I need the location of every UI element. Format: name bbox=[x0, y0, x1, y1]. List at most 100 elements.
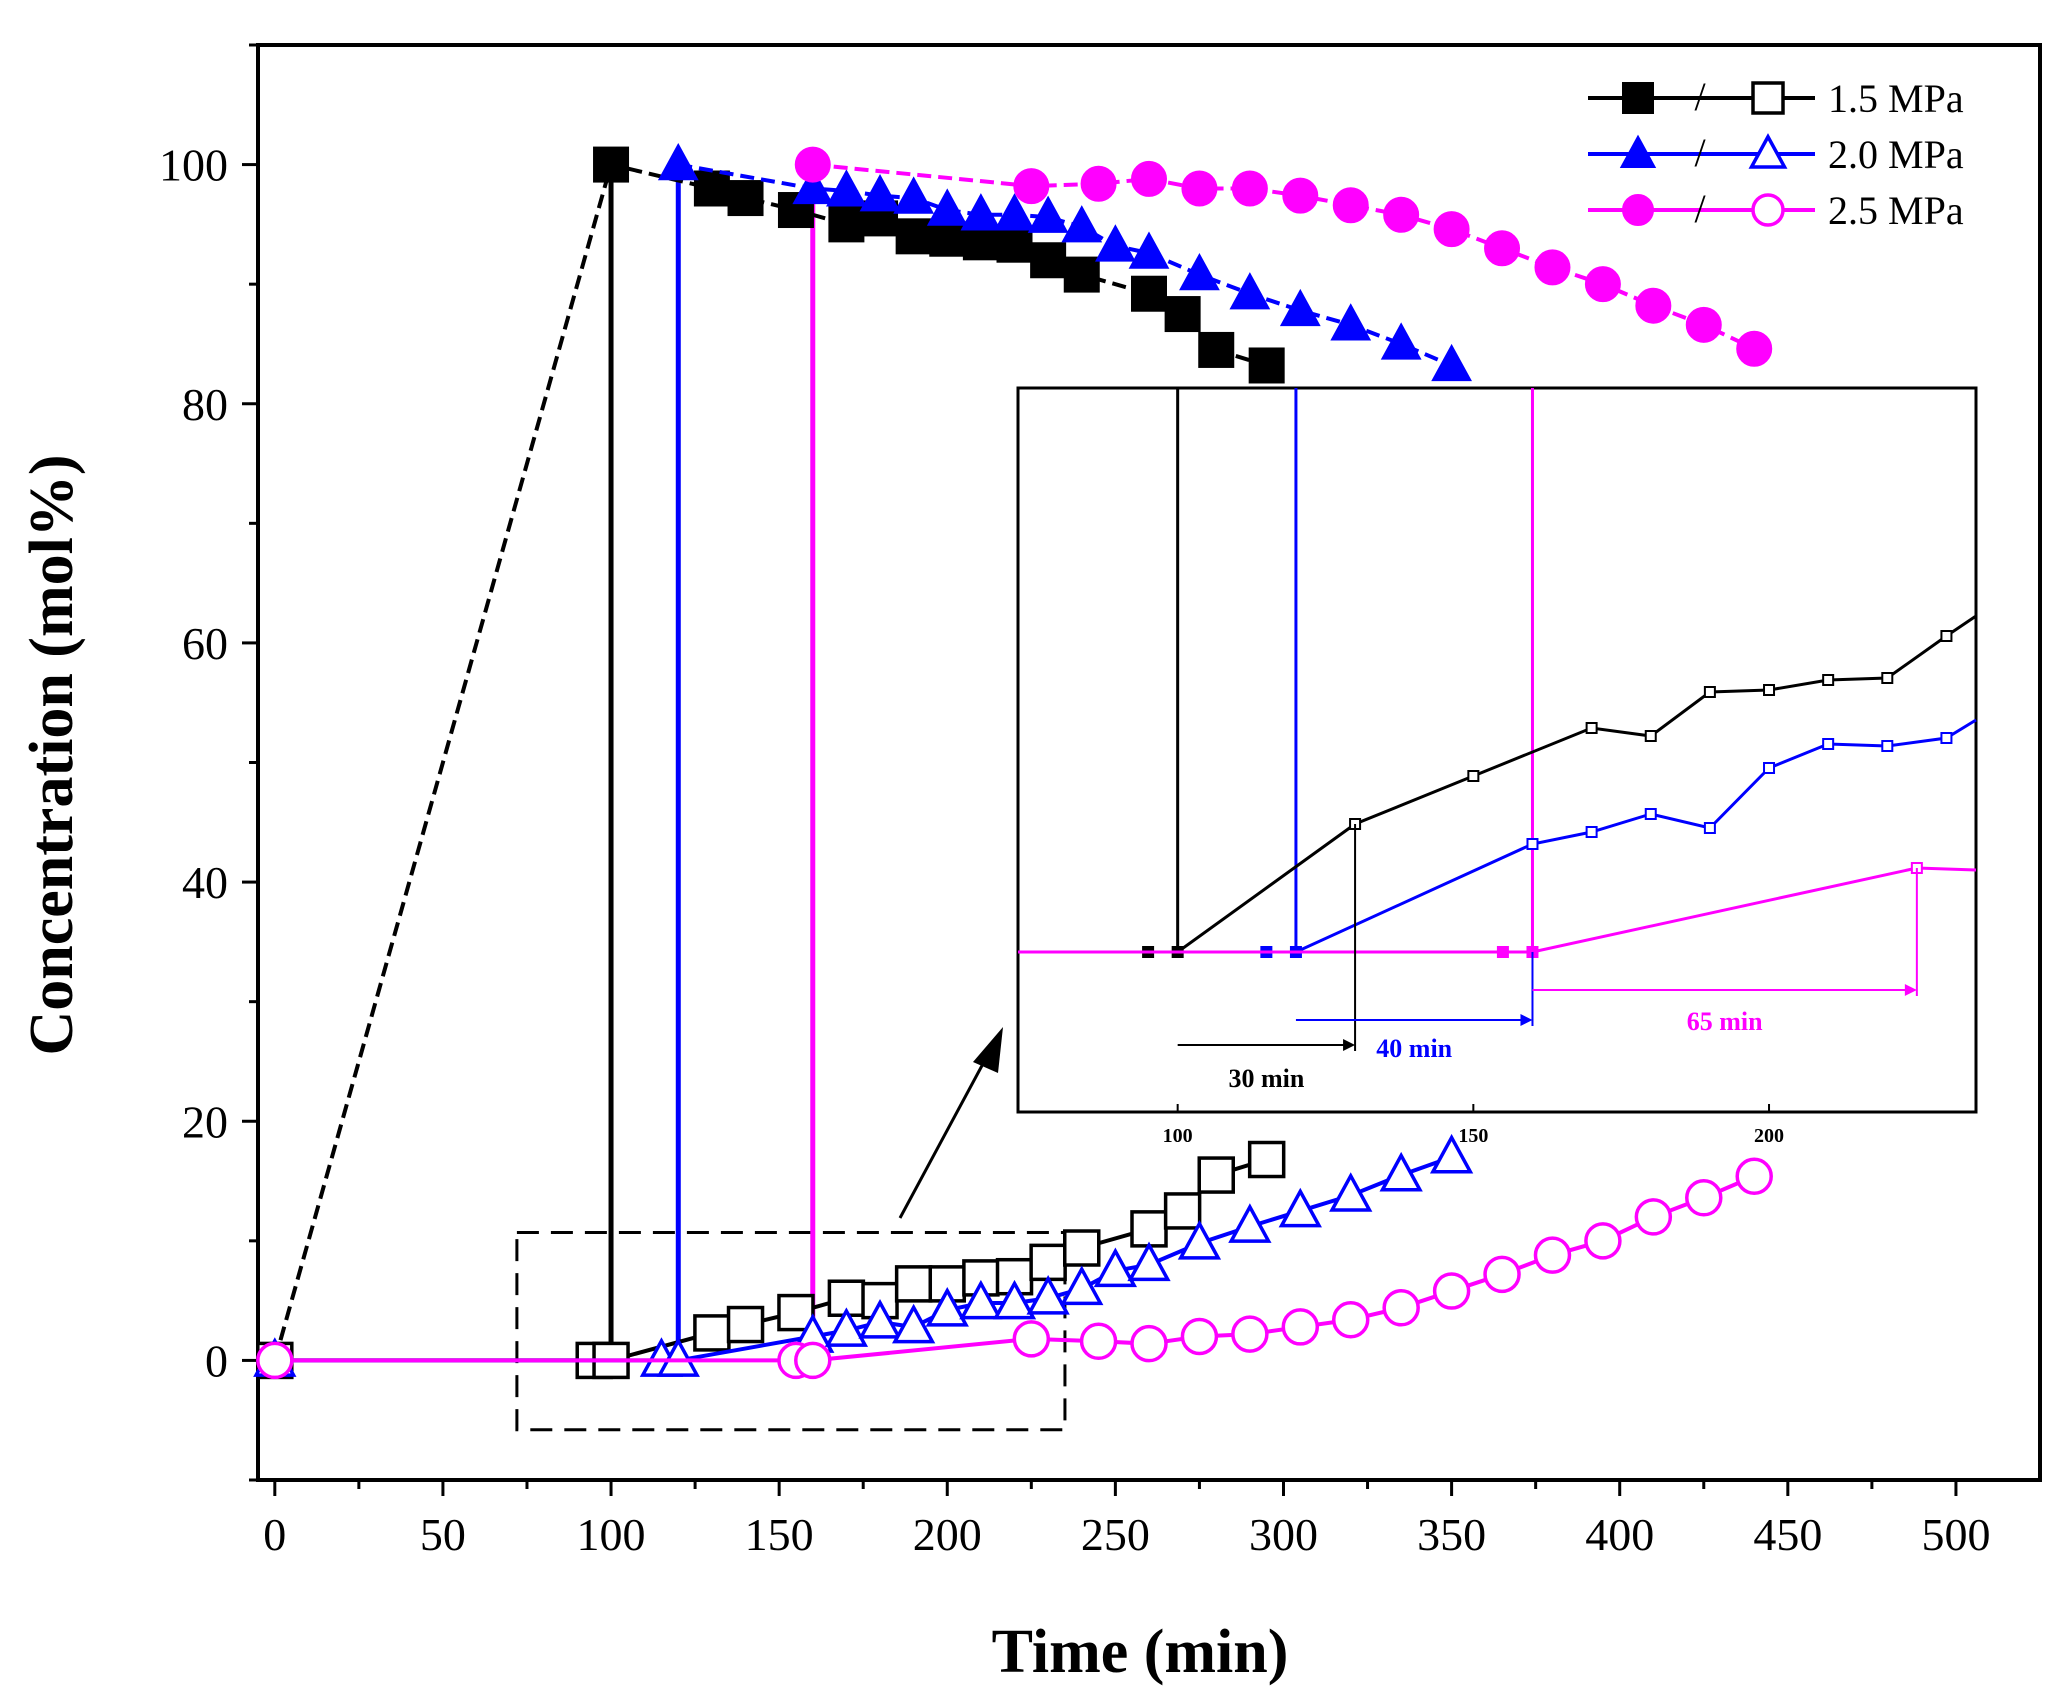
zoom-arrow-head bbox=[973, 1027, 1003, 1073]
inset-marker bbox=[1467, 770, 1480, 782]
annotation-label: 40 min bbox=[1376, 1034, 1452, 1063]
square-marker bbox=[1248, 347, 1285, 384]
legend-label: 2.5 MPa bbox=[1828, 188, 1964, 233]
y-tick-label: 0 bbox=[205, 1335, 228, 1386]
annotation-label: 30 min bbox=[1228, 1064, 1304, 1093]
triangle-marker bbox=[1177, 1220, 1222, 1260]
triangle-marker bbox=[1060, 1265, 1104, 1306]
x-tick-label: 300 bbox=[1249, 1509, 1318, 1560]
triangle-marker bbox=[1127, 1241, 1171, 1282]
x-tick-label: 400 bbox=[1585, 1509, 1654, 1560]
triangle-marker bbox=[656, 1337, 700, 1377]
triangle-marker bbox=[994, 193, 1035, 231]
circle-marker bbox=[1433, 211, 1470, 248]
square-marker bbox=[929, 220, 966, 257]
circle-marker bbox=[1331, 1301, 1370, 1339]
inset-marker bbox=[1703, 686, 1716, 698]
square-marker bbox=[1029, 1243, 1067, 1282]
square-marker bbox=[693, 1314, 731, 1352]
annotation-arrow bbox=[1343, 1039, 1356, 1051]
circle-marker bbox=[794, 146, 831, 183]
triangle-marker bbox=[891, 1303, 936, 1344]
axis-ticks: 0 50 100 150 200 250 300 350 400 450 500 0 20 40 60 80 1… bbox=[159, 43, 1990, 1560]
annotation-arrow bbox=[1904, 984, 1917, 996]
triangle-marker bbox=[893, 176, 935, 214]
circle-marker bbox=[1180, 1317, 1219, 1356]
triangle-marker bbox=[1061, 205, 1103, 243]
triangle-marker bbox=[859, 174, 901, 212]
inset-annotation: 65 min bbox=[1532, 868, 1918, 1036]
x-tick-label: 150 bbox=[745, 1509, 814, 1560]
triangle-marker bbox=[1748, 133, 1788, 169]
circle-marker bbox=[1383, 196, 1420, 233]
legend-separator: / bbox=[1694, 74, 1706, 119]
inset-x-tick-label: 100 bbox=[1163, 1125, 1193, 1147]
zoom-arrow bbox=[898, 1059, 987, 1219]
circle-marker bbox=[1079, 1322, 1118, 1361]
square-marker bbox=[693, 170, 730, 207]
circle-marker bbox=[1231, 1315, 1269, 1353]
circle-marker bbox=[1685, 1179, 1723, 1217]
circle-marker bbox=[1013, 168, 1050, 205]
square-marker bbox=[1164, 296, 1201, 333]
inset-annotation: 30 min bbox=[1177, 824, 1357, 1093]
square-marker bbox=[726, 1305, 765, 1344]
square-marker bbox=[1030, 242, 1067, 279]
circle-marker bbox=[1282, 177, 1319, 214]
circle-marker bbox=[1281, 1308, 1320, 1346]
y-tick-label: 100 bbox=[159, 140, 228, 191]
x-tick-label: 350 bbox=[1417, 1509, 1486, 1560]
circle-marker bbox=[1484, 230, 1521, 267]
triangle-marker bbox=[926, 188, 968, 226]
annotation-arrow bbox=[1520, 1014, 1533, 1026]
triangle-marker bbox=[1278, 1187, 1322, 1228]
zoom-box bbox=[515, 1027, 1067, 1432]
legend-item: / 1.5 MPa bbox=[1588, 74, 1964, 121]
inset-marker bbox=[1763, 762, 1776, 774]
triangle-marker bbox=[1619, 134, 1657, 168]
circle-marker bbox=[1181, 170, 1218, 207]
legend-item: / 2.0 MPa bbox=[1588, 130, 1964, 177]
legend-separator: / bbox=[1694, 186, 1706, 231]
series-filled bbox=[657, 142, 1472, 382]
square-marker bbox=[1622, 82, 1654, 114]
square-marker bbox=[895, 218, 932, 255]
square-marker bbox=[1063, 1229, 1101, 1267]
inset-marker bbox=[1496, 946, 1509, 958]
circle-marker bbox=[1735, 1157, 1773, 1196]
inset-marker bbox=[1822, 738, 1835, 750]
legend-label: 1.5 MPa bbox=[1828, 76, 1964, 121]
y-tick-label: 60 bbox=[182, 618, 228, 669]
circle-marker bbox=[1483, 1255, 1521, 1294]
inset-marker bbox=[1703, 822, 1716, 834]
legend-label: 2.0 MPa bbox=[1828, 132, 1964, 177]
circle-marker bbox=[1332, 187, 1369, 224]
square-marker bbox=[1247, 1140, 1286, 1179]
series-filled bbox=[794, 146, 1773, 367]
x-tick-label: 200 bbox=[913, 1509, 982, 1560]
x-tick-label: 100 bbox=[577, 1509, 646, 1560]
y-tick-label: 40 bbox=[182, 857, 228, 908]
vertical-lines bbox=[608, 164, 816, 1361]
circle-marker bbox=[1012, 1320, 1051, 1358]
inset-series-line bbox=[1148, 614, 1977, 954]
inset-marker bbox=[1881, 672, 1894, 684]
circle-marker bbox=[1736, 330, 1773, 367]
legend-separator: / bbox=[1694, 130, 1706, 175]
inset-marker bbox=[1526, 838, 1539, 850]
square-marker bbox=[1130, 1210, 1168, 1248]
x-tick-label: 250 bbox=[1081, 1509, 1150, 1560]
triangle-marker bbox=[1026, 1275, 1070, 1315]
square-marker bbox=[828, 206, 865, 243]
circle-marker bbox=[1584, 1222, 1622, 1260]
inset-marker bbox=[1644, 808, 1657, 820]
square-marker bbox=[1063, 256, 1100, 293]
inset-marker bbox=[1585, 722, 1598, 734]
circle-marker bbox=[1432, 1272, 1471, 1310]
y-axis-title: Concentration (mol%) bbox=[18, 455, 86, 1056]
triangle-marker bbox=[792, 166, 834, 205]
circle-marker bbox=[1685, 306, 1722, 343]
x-axis-title: Time (min) bbox=[992, 1618, 1289, 1686]
triangle-marker bbox=[826, 169, 867, 207]
inset-x-tick-label: 200 bbox=[1754, 1125, 1784, 1147]
